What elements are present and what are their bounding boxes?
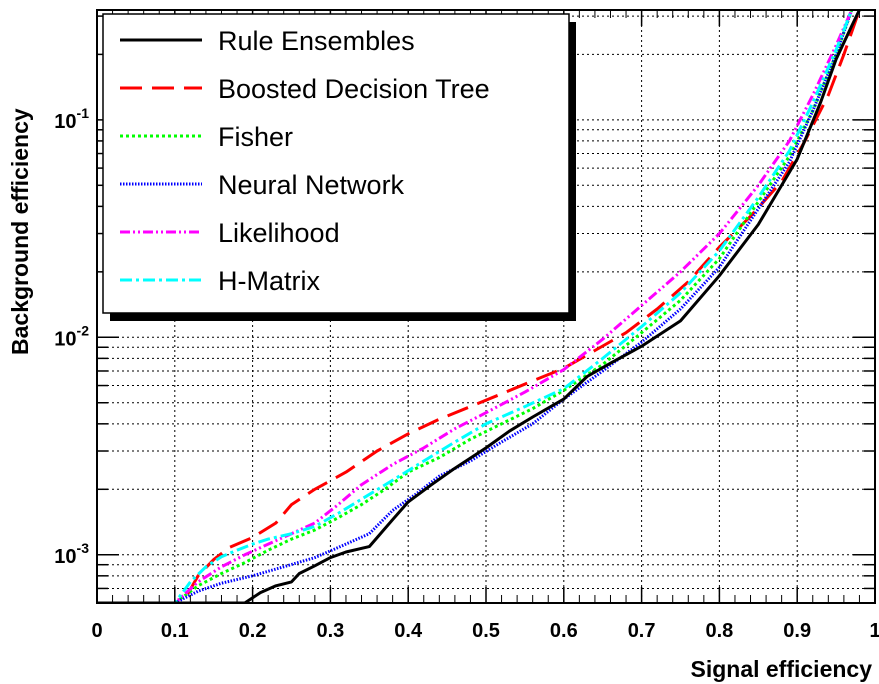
y-axis-label: Background efficiency: [7, 108, 33, 355]
legend-label-5: H-Matrix: [218, 266, 320, 296]
x-tick-label: 0.2: [239, 620, 267, 642]
x-tick-label: 1: [869, 620, 879, 642]
x-tick-label: 0: [91, 620, 102, 642]
x-axis-label: Signal efficiency: [690, 656, 872, 682]
legend: Rule Ensembles Boosted Decision Tree Fishe…: [102, 13, 576, 321]
x-tick-label: 0.1: [161, 620, 189, 642]
legend-box: [102, 13, 570, 314]
x-tick-label: 0.9: [783, 620, 811, 642]
legend-label-0: Rule Ensembles: [218, 26, 415, 56]
series-line-2: [97, 10, 854, 603]
x-tick-label: 0.6: [550, 620, 578, 642]
series-lines: [97, 10, 861, 603]
series-line-4: [97, 10, 854, 603]
legend-label-1: Boosted Decision Tree: [218, 74, 490, 104]
legend-label-4: Likelihood: [218, 218, 340, 248]
series-line-1: [97, 10, 861, 603]
x-tick-label: 0.5: [472, 620, 500, 642]
y-tick-label: 10-2: [54, 322, 89, 350]
y-tick-label: 10-3: [54, 540, 89, 568]
x-tick-label: 0.4: [394, 620, 423, 642]
y-tick-label: 10-1: [54, 105, 89, 133]
x-tick-label: 0.7: [628, 620, 656, 642]
x-tick-label: 0.3: [316, 620, 344, 642]
x-tick-label: 0.8: [705, 620, 733, 642]
series-line-5: [97, 10, 854, 603]
tick-labels: 0 0.1 0.2 0.3 0.4 0.5 0.6 0.7 0.8 0.9 1 10-3 10-2 10-…: [54, 105, 879, 642]
legend-label-2: Fisher: [218, 122, 293, 152]
legend-label-3: Neural Network: [218, 170, 405, 200]
series-line-0: [97, 10, 861, 603]
